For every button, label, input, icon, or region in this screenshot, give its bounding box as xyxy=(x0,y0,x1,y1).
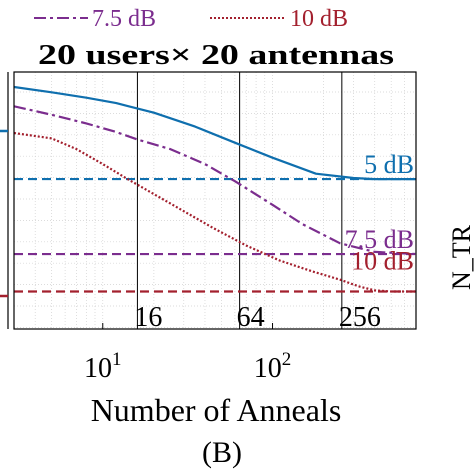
reference-vline-labels: 16 64 256 xyxy=(134,302,380,333)
series-label-5db: 5 dB xyxy=(364,150,414,179)
reference-vlines xyxy=(136,72,343,329)
series-curves xyxy=(14,85,416,293)
panel-label: (B) xyxy=(202,436,242,469)
legend-label-7.5db: 7.5 dB xyxy=(92,6,156,32)
legend: 7.5 dB 10 dB xyxy=(34,6,348,32)
series-label-7.5db: 7.5 dB xyxy=(345,225,414,254)
series-label-10db: 10 dB xyxy=(351,247,414,276)
series-line-7.5db xyxy=(14,105,416,256)
x-axis-ticks: 101 102 xyxy=(84,323,291,384)
right-panel-remnant-label: N_TR xyxy=(447,224,474,290)
threshold-lines xyxy=(14,177,416,293)
legend-label-10db: 10 dB xyxy=(290,6,348,32)
left-panel-remnant xyxy=(0,72,9,329)
x-axis-label: Number of Anneals xyxy=(91,392,342,428)
chart-title: 20 users× 20 antennas xyxy=(38,40,394,71)
plot-frame xyxy=(13,71,417,330)
reference-vline-label-64: 64 xyxy=(237,302,265,333)
series-line-5db xyxy=(14,85,416,181)
reference-vline-label-256: 256 xyxy=(339,302,381,333)
x-tick-label-100: 102 xyxy=(254,349,292,384)
x-tick-label-10: 101 xyxy=(84,349,122,384)
series-line-10db xyxy=(14,131,416,293)
reference-vline-label-16: 16 xyxy=(134,302,162,333)
